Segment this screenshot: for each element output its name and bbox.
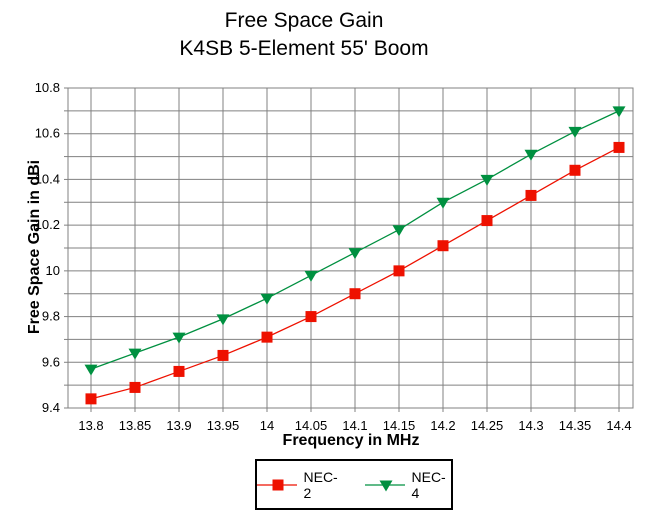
nec-2-legend-marker-icon bbox=[257, 479, 297, 490]
svg-text:9.6: 9.6 bbox=[42, 354, 60, 369]
nec-4-legend-marker-icon bbox=[365, 480, 405, 491]
svg-text:14.2: 14.2 bbox=[430, 418, 455, 433]
svg-text:14.3: 14.3 bbox=[518, 418, 543, 433]
legend-item-nec-4: NEC-4 bbox=[365, 469, 451, 501]
svg-text:14.05: 14.05 bbox=[295, 418, 328, 433]
legend-label-nec-4: NEC-4 bbox=[411, 468, 446, 501]
x-axis-title: Frequency in MHz bbox=[282, 432, 420, 449]
svg-text:9.4: 9.4 bbox=[42, 400, 60, 415]
chart-title-line2: K4SB 5-Element 55' Boom bbox=[179, 37, 429, 60]
svg-text:10: 10 bbox=[46, 263, 60, 278]
svg-text:10.6: 10.6 bbox=[35, 126, 60, 141]
svg-text:13.8: 13.8 bbox=[78, 418, 103, 433]
svg-text:10.2: 10.2 bbox=[35, 217, 60, 232]
legend-label-nec-2: NEC-2 bbox=[303, 468, 338, 501]
svg-text:13.95: 13.95 bbox=[207, 418, 240, 433]
svg-text:10.8: 10.8 bbox=[35, 80, 60, 95]
svg-text:14.4: 14.4 bbox=[606, 418, 631, 433]
chart-title: Free Space Gain K4SB 5-Element 55' Boom bbox=[179, 7, 428, 63]
svg-text:9.8: 9.8 bbox=[42, 309, 60, 324]
legend-item-nec-2: NEC-2 bbox=[257, 469, 343, 501]
svg-text:14: 14 bbox=[260, 418, 274, 433]
svg-text:14.15: 14.15 bbox=[383, 418, 416, 433]
svg-text:10.4: 10.4 bbox=[35, 171, 60, 186]
svg-text:14.25: 14.25 bbox=[471, 418, 504, 433]
legend: NEC-2 NEC-4 bbox=[255, 459, 453, 510]
svg-text:13.9: 13.9 bbox=[166, 418, 191, 433]
svg-text:14.35: 14.35 bbox=[559, 418, 592, 433]
svg-text:13.85: 13.85 bbox=[119, 418, 152, 433]
svg-text:14.1: 14.1 bbox=[342, 418, 367, 433]
chart-title-line1: Free Space Gain bbox=[224, 9, 384, 32]
